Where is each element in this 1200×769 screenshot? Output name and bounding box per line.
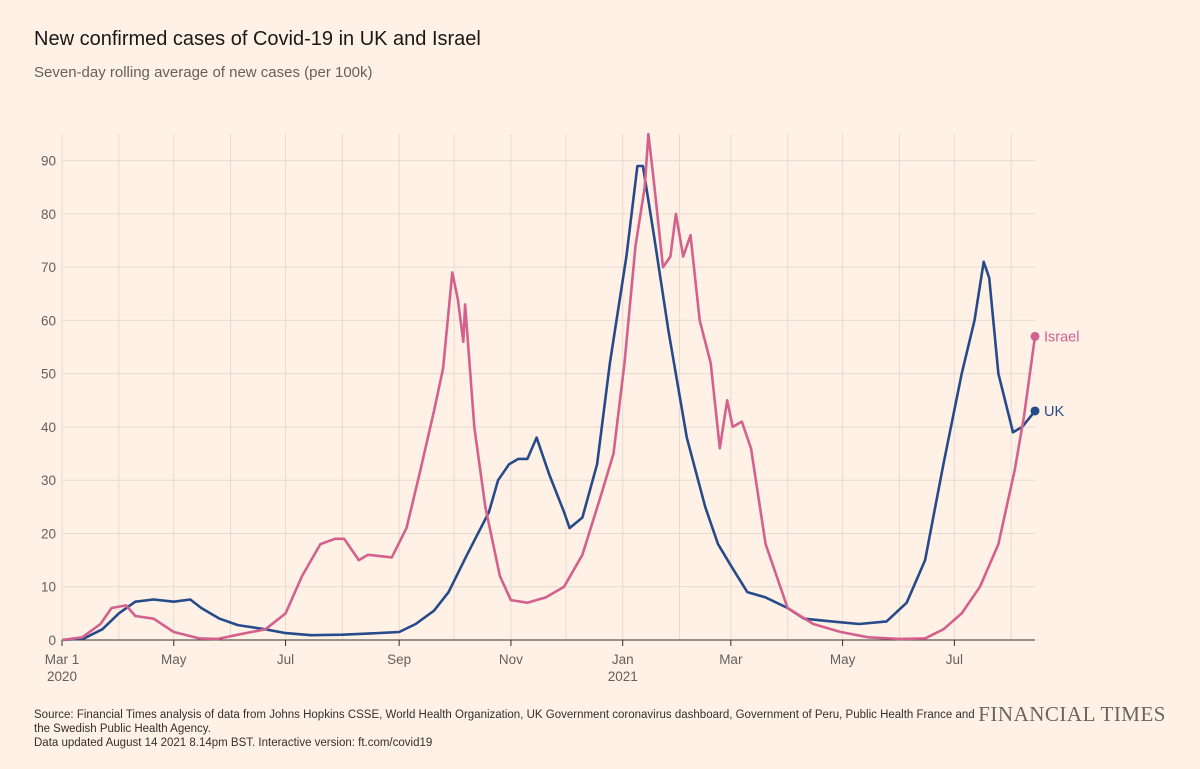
x-tick-label: May bbox=[830, 652, 856, 667]
y-tick-label: 20 bbox=[41, 526, 56, 541]
x-tick-label: Jul bbox=[946, 652, 963, 667]
uk-end-label: UK bbox=[1044, 404, 1064, 420]
x-tick-year: 2020 bbox=[47, 669, 77, 684]
series-lines bbox=[61, 132, 1037, 642]
x-axis-ticks: Mar 1 2020 May Jul Sep Nov Jan 2021 Mar May Jul bbox=[45, 640, 963, 684]
x-tick-label: Mar bbox=[719, 652, 743, 667]
x-tick-label: Jul bbox=[277, 652, 294, 667]
updated-note: Data updated August 14 2021 8.14pm BST. … bbox=[34, 737, 433, 749]
uk-line bbox=[61, 164, 1037, 642]
y-tick-label: 0 bbox=[48, 633, 56, 648]
israel-line bbox=[61, 132, 1037, 642]
ft-logo: FINANCIAL TIMES bbox=[978, 702, 1166, 726]
series-end-labels: UK Israel bbox=[1030, 329, 1079, 420]
y-axis-ticks: 0 10 20 30 40 50 60 70 80 90 bbox=[41, 154, 56, 648]
israel-end-label: Israel bbox=[1044, 329, 1079, 345]
chart-title: New confirmed cases of Covid-19 in UK an… bbox=[34, 28, 481, 50]
y-tick-label: 90 bbox=[41, 154, 56, 169]
israel-end-dot bbox=[1030, 331, 1040, 341]
y-gridlines bbox=[62, 160, 1035, 588]
x-tick-label: Jan bbox=[612, 652, 634, 667]
y-tick-label: 80 bbox=[41, 207, 56, 222]
y-tick-label: 70 bbox=[41, 260, 56, 275]
x-gridlines bbox=[61, 134, 1035, 641]
chart-footer: Source: Financial Times analysis of data… bbox=[34, 708, 979, 750]
x-tick-label: Nov bbox=[499, 652, 523, 667]
chart-subtitle: Seven-day rolling average of new cases (… bbox=[34, 64, 373, 81]
line-chart: 0 10 20 30 40 50 60 70 80 90 Mar 1 2020 May Jul Sep No… bbox=[41, 132, 1079, 684]
source-note: Source: Financial Times analysis of data… bbox=[34, 709, 975, 735]
x-tick-year: 2021 bbox=[608, 669, 638, 684]
y-tick-label: 60 bbox=[41, 313, 56, 328]
y-tick-label: 30 bbox=[41, 473, 56, 488]
y-tick-label: 50 bbox=[41, 367, 56, 382]
x-tick-label: May bbox=[161, 652, 187, 667]
y-tick-label: 10 bbox=[41, 580, 56, 595]
x-tick-label: Mar 1 bbox=[45, 652, 80, 667]
uk-end-dot bbox=[1030, 406, 1040, 416]
y-tick-label: 40 bbox=[41, 420, 56, 435]
x-tick-label: Sep bbox=[387, 652, 411, 667]
